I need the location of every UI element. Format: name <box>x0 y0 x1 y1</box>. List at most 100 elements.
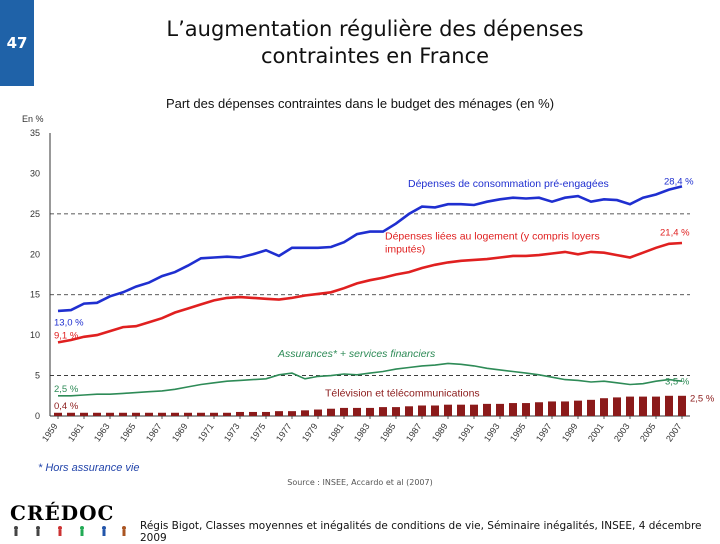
y-tick-label: 15 <box>30 290 40 300</box>
bar-telecom <box>171 412 179 416</box>
series-line-1 <box>57 241 683 344</box>
slide-title-line-1: L’augmentation régulière des dépenses <box>166 17 584 41</box>
credoc-logo: CRÉDOC <box>8 500 132 536</box>
bar-telecom <box>197 412 205 416</box>
series-end-label: 3,5 % <box>665 376 690 387</box>
bar-telecom <box>600 398 608 416</box>
series-end-label: 2,5 % <box>690 393 715 404</box>
x-tick-label: 2001 <box>586 421 606 443</box>
bar-telecom <box>522 403 530 416</box>
y-tick-label: 5 <box>35 371 40 381</box>
bar-telecom <box>145 412 153 416</box>
chart-footnote: * Hors assurance vie <box>38 462 140 474</box>
bar-telecom <box>509 403 517 416</box>
x-tick-label: 1977 <box>274 421 294 443</box>
bar-telecom <box>626 396 634 416</box>
bar-telecom <box>132 412 140 416</box>
x-tick-label: 1991 <box>456 421 476 443</box>
bar-telecom <box>67 412 75 416</box>
x-tick-label: 1967 <box>144 421 164 443</box>
x-tick-label: 1989 <box>430 421 450 443</box>
slide-title-line-2: contraintes en France <box>260 44 490 68</box>
y-tick-label: 35 <box>30 128 40 138</box>
series-start-label: 13,0 % <box>54 318 84 329</box>
bar-telecom <box>483 403 491 416</box>
chart-source: Source : INSEE, Accardo et al (2007) <box>287 478 433 487</box>
x-tick-label: 1981 <box>326 421 346 443</box>
bar-telecom <box>119 412 127 416</box>
y-tick-label: 20 <box>30 249 40 259</box>
x-tick-label: 1997 <box>534 421 554 443</box>
line-chart: En % 0 5 10 15 20 25 30 35 1959 1961 1963 1965 1967 19… <box>22 114 715 444</box>
bar-telecom <box>392 407 400 416</box>
bar-telecom <box>652 396 660 416</box>
series-end-label: 21,4 % <box>660 228 690 239</box>
series-name-label: Dépenses de consommation pré-engagées <box>408 178 609 190</box>
x-tick-label: 1995 <box>508 421 528 443</box>
bar-telecom <box>678 395 686 416</box>
bar-telecom <box>548 401 556 416</box>
bar-telecom <box>587 399 595 416</box>
bar-telecom <box>314 409 322 416</box>
x-tick-label: 1985 <box>378 421 398 443</box>
x-tick-label: 1999 <box>560 421 580 443</box>
bar-telecom <box>418 405 426 416</box>
series-line-0 <box>57 185 683 313</box>
x-tick-label: 1971 <box>196 421 216 443</box>
bar-telecom <box>561 401 569 416</box>
bar-telecom <box>275 411 283 416</box>
x-tick-label: 1975 <box>248 421 268 443</box>
series-end-label: 28,4 % <box>664 177 694 188</box>
bar-telecom <box>496 403 504 416</box>
y-tick-label: 10 <box>30 330 40 340</box>
x-tick-label: 1963 <box>92 421 112 443</box>
bar-telecom <box>574 400 582 416</box>
bar-telecom <box>54 412 62 416</box>
bar-telecom <box>353 407 361 416</box>
y-tick-label: 30 <box>30 168 40 178</box>
bar-telecom <box>262 411 270 416</box>
slide-number: 47 <box>0 0 34 86</box>
bar-telecom <box>327 408 335 416</box>
series-start-label: 9,1 % <box>54 330 79 341</box>
bar-telecom <box>249 411 257 416</box>
bar-telecom <box>210 412 218 416</box>
bar-telecom <box>535 402 543 416</box>
bar-telecom <box>184 412 192 416</box>
bar-telecom <box>236 411 244 416</box>
y-tick-label: 25 <box>30 209 40 219</box>
x-tick-label: 2007 <box>664 421 684 443</box>
slide-title: L’augmentation régulière des dépenses co… <box>70 16 680 70</box>
bar-telecom <box>93 412 101 416</box>
series-start-label: 0,4 % <box>54 401 79 412</box>
x-tick-label: 1979 <box>300 421 320 443</box>
logo-text: CRÉDOC <box>10 501 114 525</box>
series-start-label: 2,5 % <box>54 384 79 395</box>
bar-telecom <box>457 404 465 416</box>
bar-telecom <box>288 411 296 416</box>
bar-telecom <box>106 412 114 416</box>
x-tick-label: 1959 <box>40 421 60 443</box>
bar-telecom <box>223 412 231 416</box>
bar-telecom <box>379 407 387 416</box>
bar-telecom <box>444 404 452 416</box>
x-tick-label: 2005 <box>638 421 658 443</box>
bar-telecom <box>340 407 348 416</box>
footer-text: Régis Bigot, Classes moyennes et inégali… <box>140 520 702 544</box>
bar-telecom <box>80 412 88 416</box>
y-tick-label: 0 <box>35 411 40 421</box>
series-name-label: Assurances* + services financiers <box>277 348 436 360</box>
x-tick-label: 1965 <box>118 421 138 443</box>
series-name-label: Dépenses liées au logement (y compris lo… <box>385 231 600 256</box>
bar-telecom <box>431 405 439 416</box>
x-tick-label: 1961 <box>66 421 86 443</box>
bar-telecom <box>366 407 374 416</box>
x-tick-label: 1969 <box>170 421 190 443</box>
x-tick-label: 1973 <box>222 421 242 443</box>
x-tick-label: 2003 <box>612 421 632 443</box>
bar-telecom <box>470 404 478 416</box>
x-tick-label: 1983 <box>352 421 372 443</box>
bar-telecom <box>613 397 621 416</box>
bar-telecom <box>665 395 673 416</box>
x-tick-label: 1993 <box>482 421 502 443</box>
